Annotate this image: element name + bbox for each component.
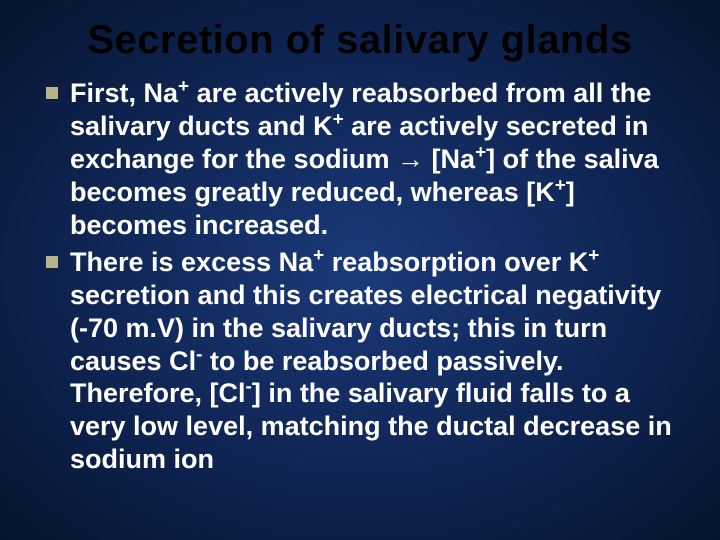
bullet-list: First, Na+ are actively reabsorbed from …	[28, 77, 692, 476]
square-bullet-icon	[46, 256, 58, 268]
list-item: There is excess Na+ reabsorption over K+…	[46, 246, 692, 477]
bullet-text: First, Na+ are actively reabsorbed from …	[70, 77, 692, 242]
square-bullet-icon	[46, 87, 58, 99]
slide-title: Secretion of salivary glands	[28, 18, 692, 63]
list-item: First, Na+ are actively reabsorbed from …	[46, 77, 692, 242]
bullet-text: There is excess Na+ reabsorption over K+…	[70, 246, 692, 477]
